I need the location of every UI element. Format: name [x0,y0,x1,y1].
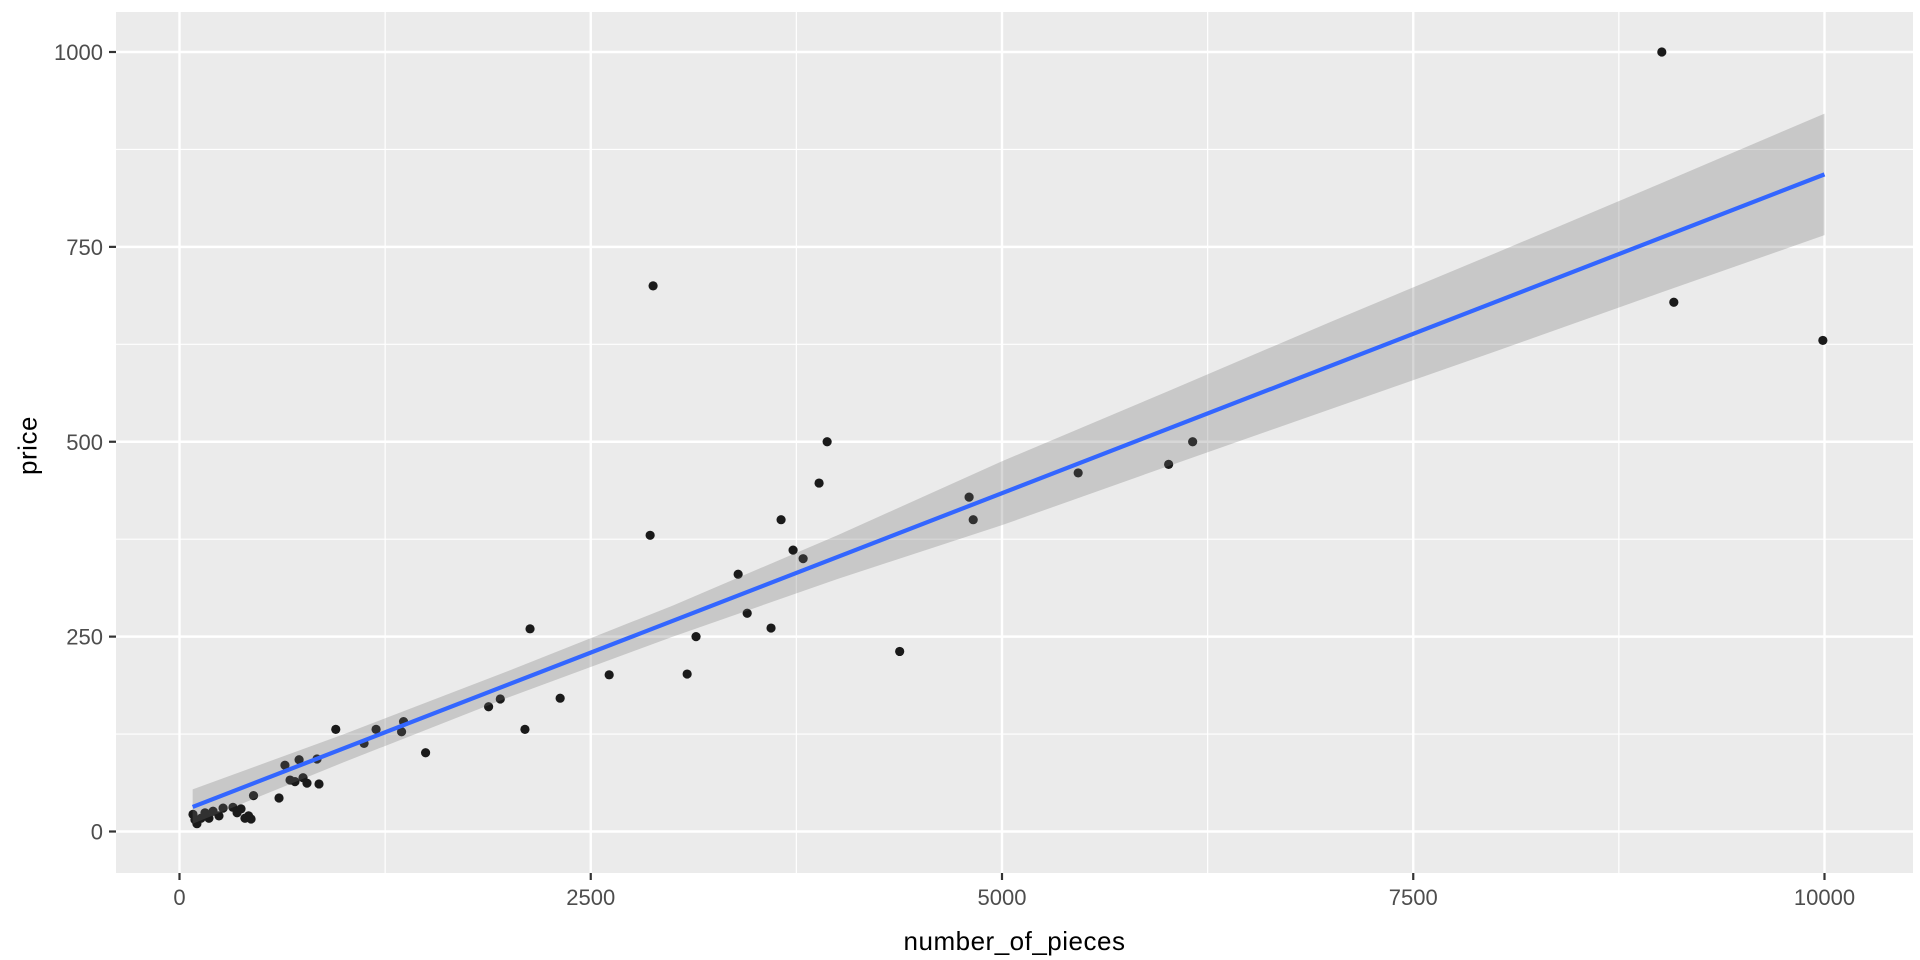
data-point [1669,297,1679,307]
data-point [371,724,381,734]
data-point [204,813,214,823]
data-point [1164,459,1174,469]
data-point [520,724,530,734]
data-point [776,515,786,525]
data-point [766,623,776,633]
data-point [733,569,743,579]
data-point [968,515,978,525]
data-point [248,791,259,801]
data-point [290,777,300,787]
y-tick-label: 1000 [54,40,103,65]
data-point [236,804,246,814]
data-point [420,748,431,758]
data-point [396,727,407,737]
y-tick-label: 0 [91,820,103,845]
data-point [525,624,535,634]
x-axis-title: number_of_pieces [903,926,1126,956]
x-tick-label: 0 [173,885,185,910]
y-tick-label: 750 [66,235,103,260]
data-point [964,492,974,502]
data-point [495,694,505,704]
data-point [1818,335,1828,346]
data-point [604,670,614,680]
data-point [798,554,808,564]
data-point [1188,437,1198,447]
data-point [294,755,304,765]
x-tick-label: 10000 [1794,885,1855,910]
data-point [246,814,256,824]
x-tick-label: 2500 [566,885,615,910]
data-point [648,281,658,291]
data-point [314,779,324,789]
x-tick-label: 7500 [1389,885,1438,910]
data-point [691,632,701,642]
confidence-band [192,113,1825,824]
data-point [214,811,224,821]
data-point [682,669,692,679]
data-point [645,530,655,540]
y-tick-label: 500 [66,430,103,455]
data-point [742,608,752,618]
regression-line [191,172,1826,809]
data-point [895,646,905,657]
y-tick-label: 250 [66,625,103,650]
y-axis-title: price [12,416,43,475]
data-point [218,803,228,813]
data-point [822,437,832,447]
data-point [302,778,312,788]
data-point [1073,468,1083,478]
data-point [280,760,290,770]
data-point [555,693,565,703]
data-point [331,724,341,734]
data-point [274,793,284,803]
data-point [814,478,824,488]
x-tick-label: 5000 [978,885,1027,910]
data-point [788,545,798,555]
data-point [483,702,494,712]
data-point [1657,47,1667,57]
